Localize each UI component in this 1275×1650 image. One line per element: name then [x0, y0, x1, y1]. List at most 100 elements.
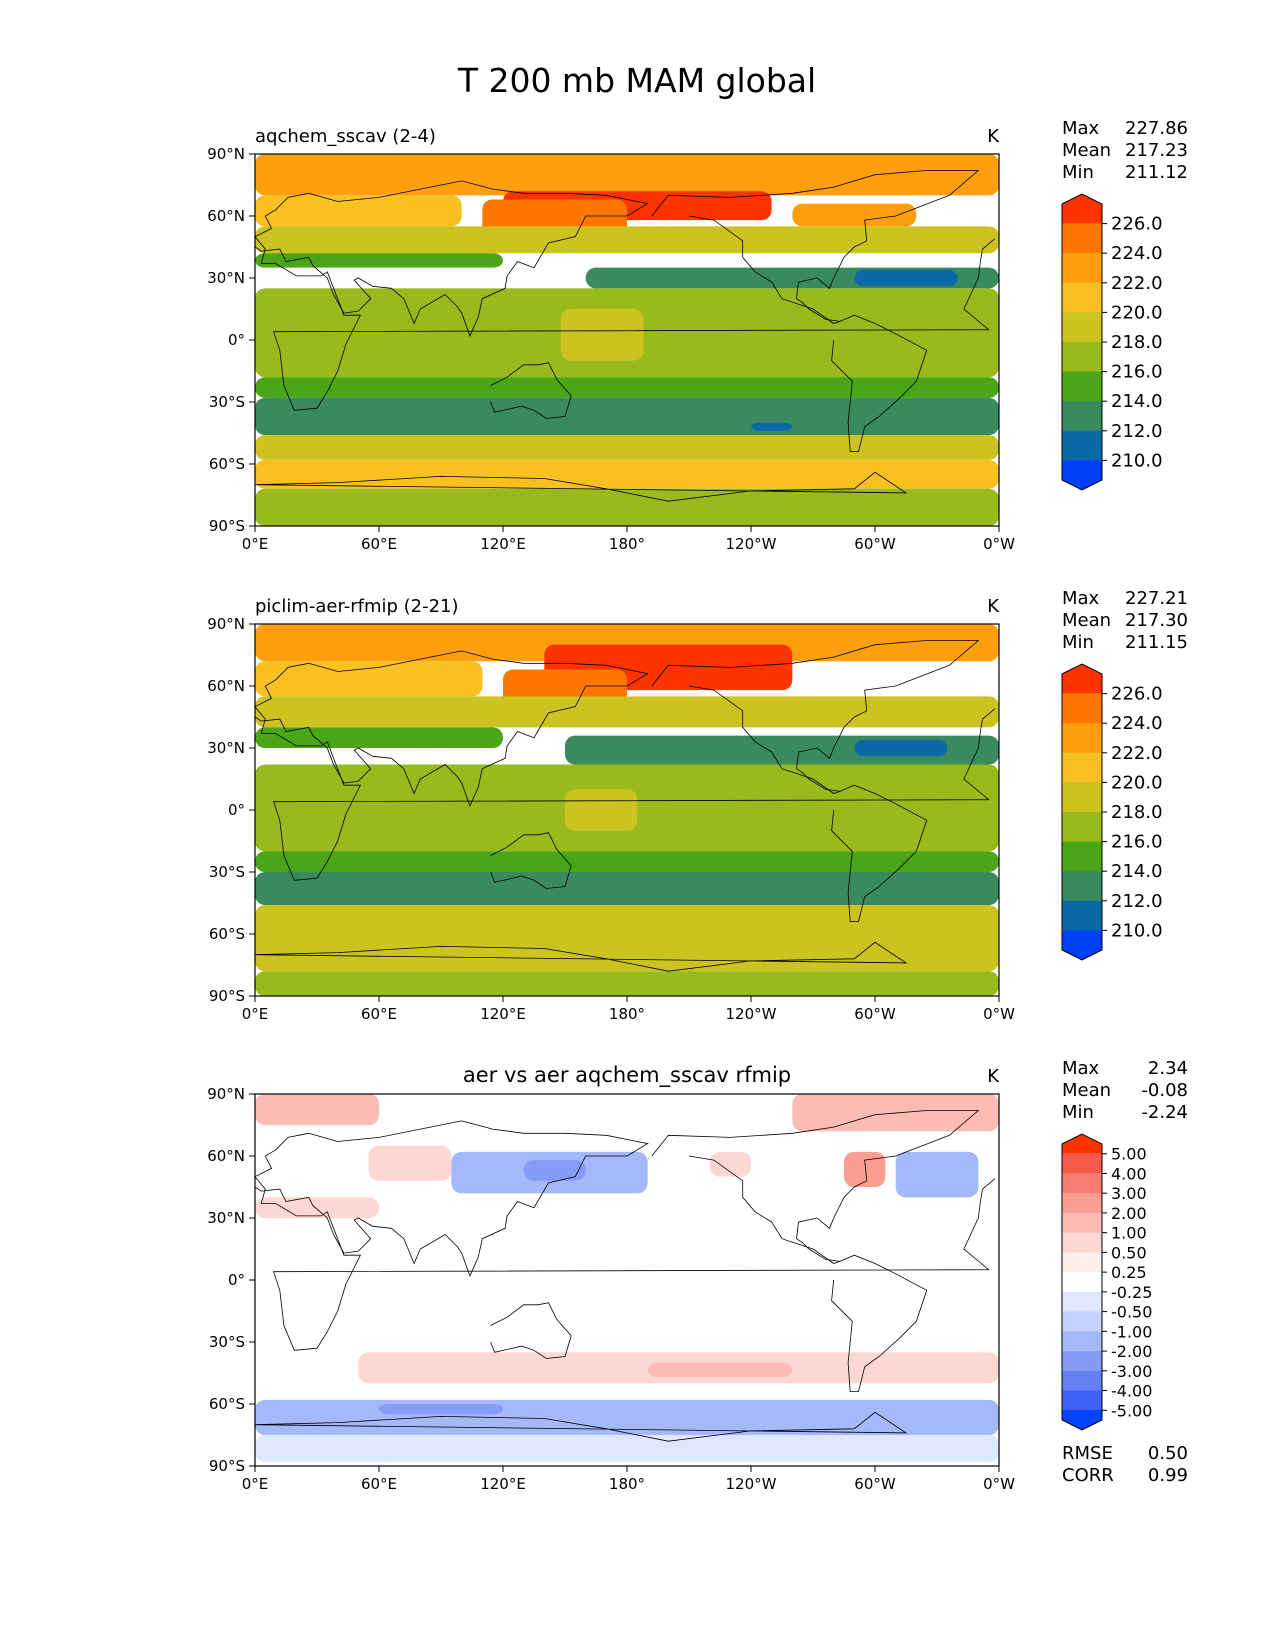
coastline: [831, 784, 928, 922]
coastlines: [254, 170, 996, 502]
contour-zone: [709, 1151, 751, 1177]
panel-piclim-aer-rfmip: 90°N 60°N 30°N 0° 30°S 60°S 90°S0°E 60°E 120°E 18…: [207, 588, 1188, 1023]
contour-zone: [255, 624, 999, 662]
colorbar-swatch: [1062, 871, 1102, 902]
colorbar-swatch: [1062, 723, 1102, 754]
colorbar-swatch: [1062, 371, 1102, 402]
coastline: [490, 362, 572, 419]
coastline: [254, 1411, 908, 1442]
colorbar-swatch: [1062, 460, 1102, 490]
units-label: K: [987, 596, 1000, 617]
metric-label: CORR: [1062, 1465, 1114, 1486]
lat-tick-label: 90°N: [207, 145, 245, 163]
stat-label: Min: [1062, 632, 1094, 653]
lat-tick-label: 90°N: [207, 1085, 245, 1103]
colorbar: 226.0 224.0 222.0 220.0 218.0 216.0 214.0 212.0…: [1061, 663, 1163, 961]
colorbar-label: 1.00: [1111, 1224, 1147, 1243]
colorbar-label: -0.50: [1111, 1303, 1152, 1322]
difference-field: [255, 1094, 999, 1466]
contour-zone: [255, 661, 483, 697]
contour-zone: [255, 226, 999, 254]
stats-block: Max 2.34 Mean -0.08 Min -2.24: [1062, 1058, 1188, 1123]
colorbar-label: 212.0: [1111, 421, 1163, 442]
lat-tick-label: 90°N: [207, 615, 245, 633]
contour-zone: [523, 1160, 586, 1181]
coastline: [254, 180, 649, 337]
lon-tick-label: 0°E: [242, 1005, 269, 1023]
colorbar-swatch: [1062, 401, 1102, 432]
colorbar-swatch: [1062, 1331, 1102, 1352]
coastline: [651, 1110, 980, 1264]
stat-value: 217.30: [1125, 610, 1188, 631]
stat-label: Mean: [1062, 1080, 1111, 1101]
colorbar-label: 222.0: [1111, 743, 1163, 764]
lon-tick-label: 60°W: [854, 1005, 896, 1023]
colorbar-swatch: [1062, 1232, 1102, 1253]
colorbar-swatch: [1062, 342, 1102, 373]
lat-tick-label: 60°S: [209, 925, 245, 943]
lon-tick-label: 120°W: [726, 1475, 777, 1493]
colorbar-swatch: [1062, 1370, 1102, 1392]
colorbar-swatch: [1062, 782, 1102, 813]
lat-tick-label: 30°N: [207, 739, 245, 757]
colorbar-label: 5.00: [1111, 1145, 1147, 1164]
stats-block: Max 227.21 Mean 217.30 Min 211.15: [1062, 588, 1188, 653]
lat-tick-label: 0°: [228, 1271, 245, 1289]
stat-value: -2.24: [1141, 1102, 1188, 1123]
colorbar-label: 214.0: [1111, 861, 1163, 882]
colorbar-swatch: [1062, 1351, 1102, 1372]
colorbar-swatch: [1062, 900, 1102, 931]
stat-value: -0.08: [1141, 1080, 1188, 1101]
contour-zone: [255, 154, 999, 196]
stat-label: Min: [1062, 162, 1094, 183]
colorbar-label: 210.0: [1111, 450, 1163, 471]
colorbar-swatch: [1062, 1134, 1102, 1154]
lon-tick-label: 60°E: [361, 1005, 397, 1023]
colorbar: 226.0 224.0 222.0 220.0 218.0 216.0 214.0 212.0…: [1061, 193, 1163, 491]
stat-value: 217.23: [1125, 140, 1188, 161]
colorbar-label: 3.00: [1111, 1184, 1147, 1203]
colorbar-swatch: [1062, 1173, 1102, 1194]
colorbar-swatch: [1062, 223, 1102, 254]
colorbar-swatch: [1062, 841, 1102, 872]
colorbar-swatch: [1062, 664, 1102, 694]
stat-label: Min: [1062, 1102, 1094, 1123]
lat-tick-label: 30°S: [209, 393, 245, 411]
colorbar-swatch: [1062, 430, 1102, 461]
contour-zone: [792, 203, 917, 227]
lat-tick-label: 90°S: [209, 987, 245, 1005]
lon-tick-label: 60°E: [361, 535, 397, 553]
colorbar-label: -2.00: [1111, 1342, 1152, 1361]
contour-zone: [647, 1362, 793, 1378]
colorbar-label: -1.00: [1111, 1322, 1152, 1341]
colorbar-label: 216.0: [1111, 832, 1163, 853]
colorbar-swatch: [1062, 1410, 1102, 1430]
coastline: [831, 314, 928, 453]
stat-value: 227.21: [1125, 588, 1188, 609]
metric-value: 0.50: [1148, 1443, 1188, 1464]
contour-zone: [565, 789, 638, 831]
lat-tick-label: 30°N: [207, 269, 245, 287]
colorbar-outline: [1061, 663, 1103, 961]
coastline: [831, 1254, 928, 1392]
panel-title: piclim-aer-rfmip (2-21): [255, 596, 459, 617]
stat-label: Mean: [1062, 140, 1111, 161]
colorbar-label: 4.00: [1111, 1164, 1147, 1183]
colorbar-swatch: [1062, 752, 1102, 783]
contour-zone: [255, 253, 503, 268]
colorbar-swatch: [1062, 312, 1102, 343]
coastline: [254, 236, 996, 411]
colorbar-label: 0.50: [1111, 1243, 1147, 1262]
lon-tick-label: 120°E: [480, 535, 526, 553]
axis-ticks: 90°N 60°N 30°N 0° 30°S 60°S 90°S0°E 60°E 120°E 18…: [207, 145, 1015, 553]
stat-label: Max: [1062, 118, 1100, 139]
stat-value: 211.12: [1125, 162, 1188, 183]
contour-zone: [255, 1197, 379, 1218]
contour-zone: [854, 739, 948, 757]
colorbar-swatch: [1062, 1193, 1102, 1214]
colorbar-swatch: [1062, 1153, 1102, 1174]
contour-zone: [792, 1094, 999, 1132]
colorbar-outline: [1061, 193, 1103, 491]
units-label: K: [987, 126, 1000, 147]
